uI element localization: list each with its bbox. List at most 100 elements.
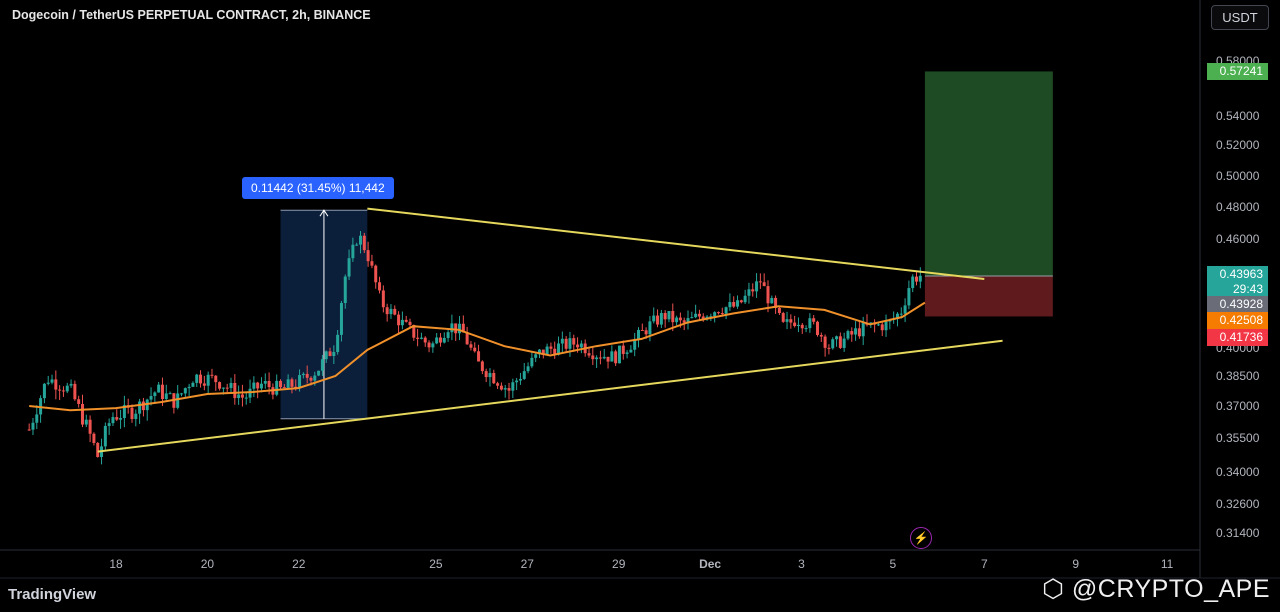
candle-body [438, 337, 442, 343]
candle-body [343, 276, 347, 304]
candle-body [473, 347, 477, 352]
candle-body [107, 423, 111, 426]
candle-body [218, 382, 222, 389]
candle-body [560, 338, 564, 344]
candle-body [857, 328, 861, 337]
candle-body [180, 393, 184, 395]
candle-body [187, 386, 191, 389]
candle-body [503, 388, 507, 390]
candle-body [598, 357, 602, 359]
candle-body [305, 373, 309, 378]
candle-body [248, 388, 252, 398]
candle-body [134, 413, 138, 420]
time-tick-label: 25 [429, 557, 443, 571]
candle-body [336, 334, 340, 353]
candle-body [332, 352, 336, 357]
candle-body [610, 351, 614, 362]
candle-body [781, 313, 785, 322]
candle-body [854, 328, 858, 335]
candle-body [225, 387, 229, 389]
moving-average-line [29, 301, 926, 412]
candle-body [541, 349, 545, 355]
candle-body [800, 324, 804, 329]
candle-body [259, 383, 263, 389]
candle-body [358, 235, 362, 245]
candle-body [130, 407, 134, 420]
candle-body [381, 290, 385, 308]
candle-body [690, 317, 694, 319]
candle-body [496, 383, 500, 386]
candle-body [423, 337, 427, 343]
candle-body [111, 417, 115, 424]
time-tick-label: 7 [981, 557, 988, 571]
candle-body [290, 379, 294, 387]
candle-body [458, 323, 462, 334]
candle-body [122, 405, 126, 419]
price-tick-label: 0.35500 [1216, 431, 1260, 445]
candle-body [907, 288, 911, 306]
candle-body [138, 401, 142, 414]
candle-body [876, 324, 880, 326]
candle-body [602, 356, 606, 359]
candle-body [446, 332, 450, 338]
price-tick-label: 0.34000 [1216, 465, 1260, 479]
candle-body [210, 374, 214, 376]
candle-body [61, 390, 65, 392]
candle-body [553, 348, 557, 355]
candle-body [701, 316, 705, 320]
candle-body [313, 375, 317, 381]
candle-body [591, 355, 595, 360]
candle-body [675, 317, 679, 323]
candle-body [199, 374, 203, 384]
candle-body [713, 312, 717, 317]
candle-body [770, 297, 774, 304]
candle-body [751, 289, 755, 292]
price-tick-label: 0.31400 [1216, 526, 1260, 540]
target-zone [924, 71, 1053, 277]
upper-trendline [367, 207, 985, 280]
tradingview-logo[interactable]: TradingView [8, 586, 96, 603]
candle-body [442, 337, 446, 343]
candle-body [762, 282, 766, 287]
candle-body [454, 323, 458, 334]
candle-body [777, 307, 781, 314]
candle-body [488, 373, 492, 378]
candle-body [614, 351, 618, 364]
candle-body [827, 347, 831, 349]
candle-body [153, 392, 157, 397]
candle-body [815, 321, 819, 336]
candle-body [115, 417, 119, 420]
candle-body [492, 373, 496, 384]
candle-body [408, 321, 412, 325]
chart-title: Dogecoin / TetherUS PERPETUAL CONTRACT, … [12, 8, 371, 22]
candle-body [160, 384, 164, 400]
time-tick-label: 9 [1072, 557, 1079, 571]
price-tick-label: 0.48000 [1216, 200, 1260, 214]
candle-body [758, 281, 762, 283]
time-tick-label: 11 [1161, 557, 1174, 571]
candle-body [846, 331, 850, 339]
candle-body [545, 346, 549, 355]
lightning-icon[interactable]: ⚡ [910, 527, 932, 549]
candle-body [176, 393, 180, 408]
candle-body [298, 375, 302, 388]
tradingview-logo-text: TradingView [8, 586, 97, 603]
candle-body [915, 276, 919, 282]
candle-body [911, 276, 915, 289]
candle-body [522, 371, 526, 379]
price-tick-label: 0.38500 [1216, 369, 1260, 383]
candle-body [385, 307, 389, 315]
candle-body [644, 330, 648, 335]
candle-body [621, 345, 625, 354]
candle-body [275, 380, 279, 395]
candle-body [267, 380, 271, 388]
candle-body [633, 339, 637, 350]
candle-body [324, 351, 328, 360]
watermark-text: @CRYPTO_APE [1071, 575, 1270, 603]
candle-body [362, 235, 366, 251]
candle-body [149, 396, 153, 400]
candle-body [469, 344, 473, 348]
currency-button[interactable]: USDT [1211, 5, 1269, 30]
countdown-label: 29:43 [1207, 281, 1268, 298]
